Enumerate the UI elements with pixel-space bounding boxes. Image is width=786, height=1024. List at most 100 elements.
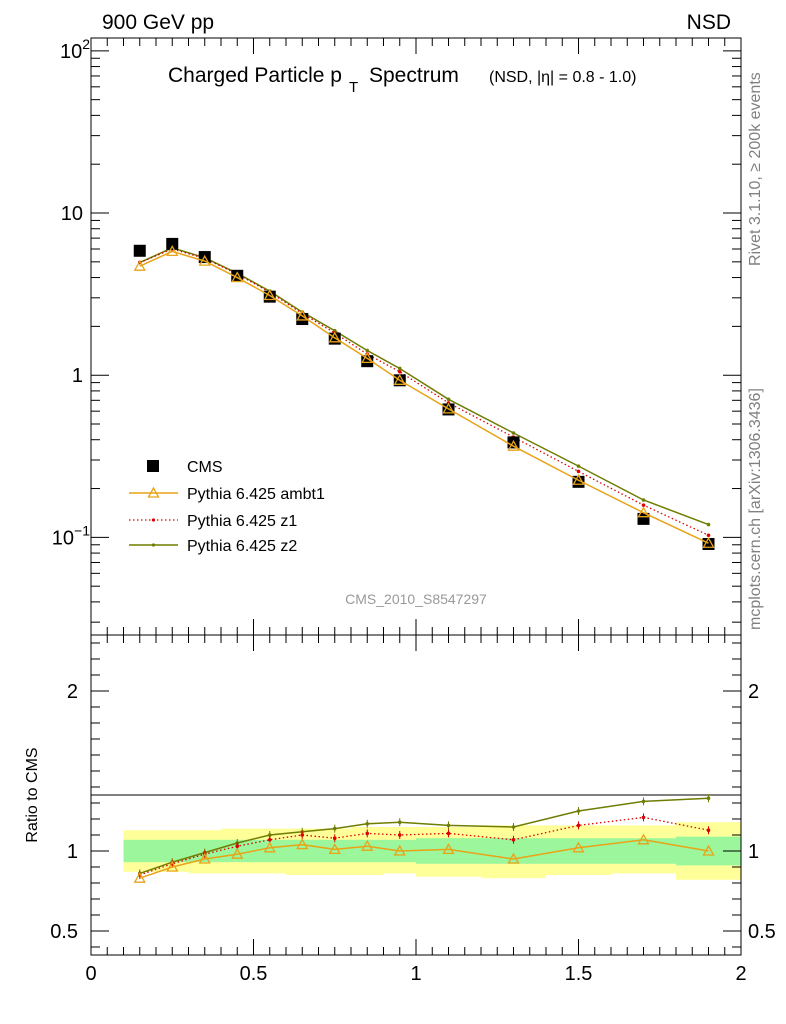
ratio-ambt1-point <box>231 847 244 859</box>
ratio-y-tick-label-right: 2 <box>748 681 759 703</box>
spectrum-panel: 102 10 1 10−1 Charged Particle p T Spectrum… <box>52 36 742 636</box>
x-tick-label: 1 <box>410 963 421 985</box>
spectrum-z2-point <box>706 522 711 527</box>
legend-entry-z1: Pythia 6.425 z1 <box>129 513 297 530</box>
legend-ambt1-marker <box>147 486 160 498</box>
title-suffix: Spectrum <box>369 64 459 87</box>
spectrum-cms-point <box>133 244 146 257</box>
spectrum-cms-point <box>637 512 650 525</box>
spectrum-z2-point <box>511 431 516 435</box>
spectrum-z2-point <box>576 464 581 468</box>
ratio-ambt1-line <box>139 839 709 879</box>
rivet-version-label: Rivet 3.1.10, ≥ 200k events <box>747 72 764 266</box>
ratio-panel: 0 0.5 1 1.5 20.5 0.51 12 2 Ratio to CMS <box>24 634 776 985</box>
spectrum-ambt1-point <box>133 259 146 271</box>
ratio-ambt1-point <box>393 844 406 856</box>
ratio-y-tick-label-right: 1 <box>748 841 759 863</box>
ratio-ambt1-point <box>166 860 179 872</box>
ratio-ambt1-point <box>637 833 650 845</box>
legend-z1-label: Pythia 6.425 z1 <box>187 513 297 530</box>
ratio-z2-line <box>139 797 709 875</box>
legend-z2-label: Pythia 6.425 z2 <box>187 538 297 555</box>
spectrum-ticks: 102 10 1 10−1 <box>52 36 742 635</box>
legend-entry-z2: Pythia 6.425 z2 <box>129 538 297 555</box>
spectrum-cms-point <box>702 538 715 551</box>
title-note: (NSD, |η| = 0.8 - 1.0) <box>489 69 636 86</box>
spectrum-ambt1-point <box>263 289 276 301</box>
spectrum-z1-point <box>397 369 402 374</box>
analysis-id-label: CMS_2010_S8547297 <box>345 591 487 607</box>
legend-cms-marker <box>147 460 159 472</box>
ratio-y-tick-label-left: 1 <box>67 841 78 863</box>
ratio-ambt1-point <box>507 852 520 864</box>
header-process-label: NSD <box>687 11 731 34</box>
spectrum-series <box>133 237 715 551</box>
spectrum-ambt1-point <box>393 373 406 385</box>
inner-band-bin <box>156 839 189 863</box>
inner-band-bin <box>123 839 156 863</box>
ratio-ambt1-point <box>328 843 341 855</box>
title-subscript: T <box>349 79 358 96</box>
ratio-ambt1-point <box>198 852 211 864</box>
legend-cms-label: CMS <box>187 459 223 476</box>
y-tick-label: 10−1 <box>52 522 90 549</box>
spectrum-ambt1-point <box>296 309 309 321</box>
inner-band-bin <box>286 839 319 863</box>
y-tick-label: 1 <box>72 365 83 387</box>
ratio-ambt1-point <box>361 839 374 851</box>
spectrum-ambt1-point <box>198 254 211 266</box>
chart-title: Charged Particle p T Spectrum (NSD, |η| … <box>168 64 636 96</box>
spectrum-z1-point <box>706 533 711 538</box>
legend-ambt1-label: Pythia 6.425 ambt1 <box>187 486 325 503</box>
ratio-z1-line <box>139 816 709 876</box>
spectrum-z2-point <box>397 366 402 371</box>
ratio-series <box>133 794 715 883</box>
legend-z2-marker <box>151 543 156 547</box>
legend: CMS Pythia 6.425 ambt1 Pythia 6.425 z1 P… <box>129 459 325 555</box>
ratio-ambt1-point <box>263 841 276 853</box>
spectrum-z1-point <box>641 503 646 507</box>
ratio-ambt1-point <box>572 841 585 853</box>
mcplots-reference-label: mcplots.cern.ch [arXiv:1306.3436] <box>747 388 764 630</box>
spectrum-ambt1-point <box>572 473 585 485</box>
ratio-ambt1-point <box>296 838 309 850</box>
title-main: Charged Particle p <box>168 64 342 87</box>
spectrum-ambt1-point <box>231 271 244 283</box>
y-tick-label: 102 <box>60 36 90 63</box>
spectrum-ambt1-point <box>637 506 650 518</box>
ratio-ticks: 0 0.5 1 1.5 20.5 0.51 12 2 <box>50 635 776 985</box>
spectrum-z1-point <box>576 469 581 474</box>
ratio-y-axis-label: Ratio to CMS <box>24 747 41 842</box>
ratio-y-tick-label-left: 0.5 <box>50 921 78 943</box>
ratio-ambt1-point <box>702 844 715 856</box>
x-tick-label: 0 <box>85 963 96 985</box>
inner-band-bin <box>351 839 384 863</box>
ratio-y-tick-label-right: 0.5 <box>748 921 776 943</box>
ratio-ambt1-point <box>442 843 455 855</box>
x-tick-label: 2 <box>735 963 746 985</box>
spectrum-z2-point <box>365 348 370 353</box>
inner-band-bin <box>318 839 351 863</box>
spectrum-z2-line <box>139 247 709 526</box>
ratio-ambt1-point <box>133 871 146 883</box>
inner-band-bin <box>416 838 481 864</box>
spectrum-ambt1-point <box>361 352 374 364</box>
spectrum-ambt1-point <box>166 245 179 257</box>
spectrum-ambt1-point <box>328 331 341 343</box>
spectrum-z2-point <box>446 397 451 402</box>
header-energy-label: 900 GeV pp <box>102 11 214 34</box>
legend-entry-ambt1: Pythia 6.425 ambt1 <box>129 486 325 503</box>
spectrum-ambt1-point <box>507 439 520 451</box>
inner-band-bin <box>253 839 286 863</box>
spectrum-cms-point <box>166 237 179 250</box>
legend-entry-cms: CMS <box>147 459 223 476</box>
y-tick-label: 10 <box>61 203 83 225</box>
spectrum-ambt1-point <box>702 536 715 548</box>
legend-z1-marker <box>151 518 156 522</box>
spectrum-ambt1-line <box>139 250 709 544</box>
spectrum-ambt1-point <box>442 402 455 414</box>
ratio-y-tick-label-left: 2 <box>67 681 78 703</box>
x-tick-label: 1.5 <box>565 963 593 985</box>
x-tick-label: 0.5 <box>240 963 268 985</box>
